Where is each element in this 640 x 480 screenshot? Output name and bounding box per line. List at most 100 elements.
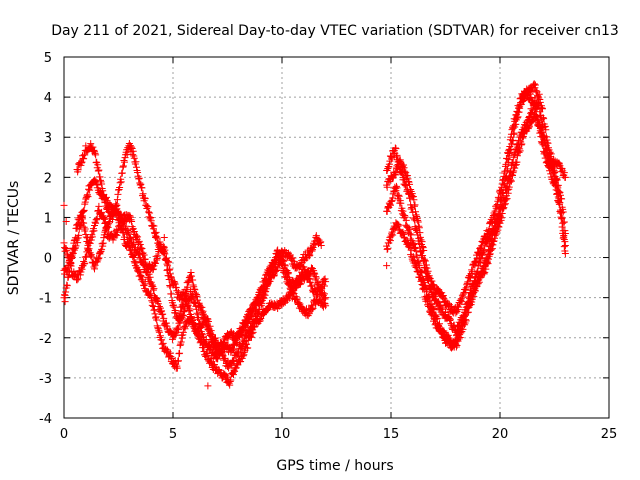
data-point [558,223,566,231]
data-point [172,284,180,292]
y-tick-label: 4 [44,91,52,106]
data-point [99,239,107,247]
data-point [499,176,507,184]
data-point [144,203,152,211]
data-point [410,202,418,210]
x-tick-label: 15 [383,427,400,442]
data-point [531,94,539,102]
data-point [136,268,144,276]
plot-frame [63,56,610,419]
data-point [468,266,476,274]
data-point [61,291,69,299]
data-point [452,337,460,345]
data-point [191,286,199,294]
data-point [492,225,500,233]
data-point [135,237,143,245]
data-point [424,301,432,309]
data-point [109,216,117,224]
data-point [482,234,490,242]
data-point [411,201,419,209]
data-point [146,209,154,217]
data-point [451,336,459,344]
data-point [506,168,514,176]
data-point [93,215,101,223]
data-point [535,90,543,98]
data-point [257,298,265,306]
data-point [98,245,106,253]
data-point [138,273,146,281]
data-point [88,233,96,241]
data-point [187,268,195,276]
data-point [138,276,146,284]
data-point [438,330,446,338]
data-point [560,169,568,177]
data-point [251,319,259,327]
data-point [391,144,399,152]
data-point [398,229,406,237]
data-point [147,217,155,225]
x-tick-label: 0 [60,427,68,442]
data-point [190,299,198,307]
data-point [126,212,134,220]
data-point [541,143,549,151]
data-point [414,268,422,276]
data-point [398,204,406,212]
data-point [201,315,209,323]
data-point [256,306,264,314]
data-point [400,230,408,238]
data-point [129,252,137,260]
data-point [485,246,493,254]
data-point [136,240,144,248]
data-point [152,234,160,241]
y-tick-label: 2 [44,171,52,186]
data-point [179,328,187,336]
data-point [155,327,163,335]
data-point [153,296,161,304]
data-point [541,137,549,145]
data-point [419,252,427,260]
data-point [418,280,426,288]
data-point [476,244,484,252]
data-point [113,231,121,239]
data-point [85,185,93,193]
data-point [188,315,196,323]
data-point [90,227,98,235]
data-point [202,335,210,343]
data-point [461,313,469,321]
data-point [405,224,413,232]
data-point [475,250,483,258]
data-point [434,298,442,306]
data-point [153,256,161,264]
data-point [305,252,313,260]
data-point [160,234,168,241]
data-point [540,132,548,140]
data-point [160,243,168,251]
data-point [392,171,400,179]
data-point [92,219,100,227]
data-point [481,263,489,271]
data-point [549,165,557,173]
data-point [527,90,535,98]
data-point [420,284,428,292]
data-point [542,144,550,152]
data-point [444,302,452,310]
data-point [142,201,150,209]
data-point [468,268,476,276]
data-point [227,376,235,384]
data-point [176,349,184,357]
data-point [498,183,506,191]
data-point [75,225,83,233]
data-point [449,323,457,331]
data-point [417,236,425,244]
data-point [464,278,472,286]
data-point [463,308,471,316]
data-point [111,208,119,216]
data-point [198,309,206,317]
data-point [386,200,394,208]
data-point [139,190,147,198]
data-point [491,228,499,236]
data-point [561,173,569,181]
data-point [322,302,330,310]
data-point [63,246,71,254]
